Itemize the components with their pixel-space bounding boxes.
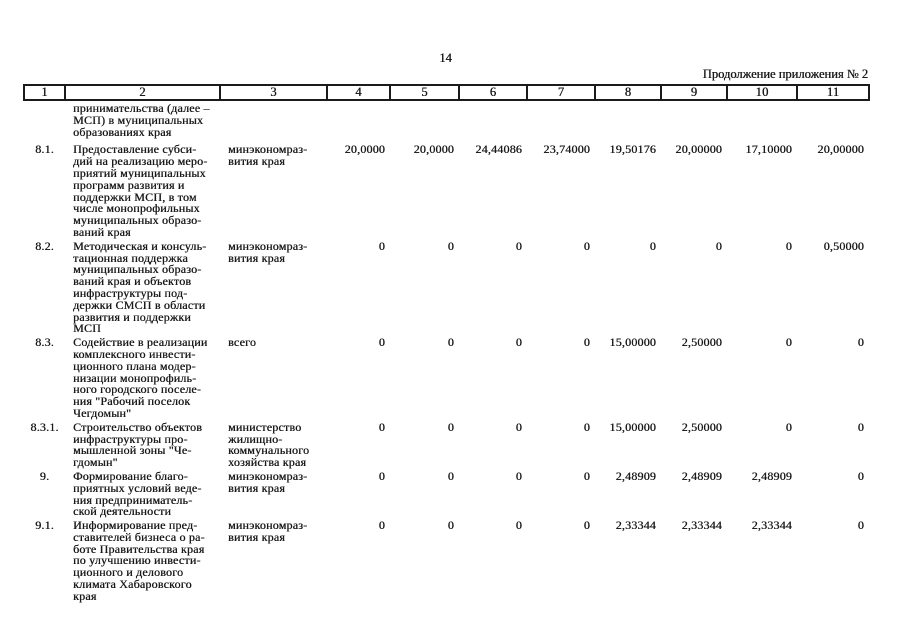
value-cell: 0	[649, 238, 656, 253]
row-executor: минэкономраз- вития края	[228, 142, 308, 169]
row-name: Формирование благо- приятных условий вед…	[73, 468, 202, 519]
value-cell: 15,00000	[609, 419, 656, 434]
value-cell: 0	[447, 335, 454, 350]
carryover-row: принимательства (далее – МСП) в муниципа…	[24, 100, 869, 144]
value-cell: 0	[378, 335, 385, 350]
value-cell: 0	[447, 238, 454, 253]
table-row: 8.1. Предоставление субси- дий на реализ…	[24, 142, 869, 240]
row-executor: всего	[228, 335, 257, 350]
value-cell: 0	[515, 419, 522, 434]
value-cell: 0	[583, 238, 590, 253]
value-cell: 0	[583, 518, 590, 533]
table-header-row: 1 2 3 4 5 6 7 8 9 10 11	[23, 84, 870, 101]
row-name: Предоставление субси- дий на реализацию …	[73, 142, 208, 239]
carryover-empty-executor	[220, 100, 327, 144]
row-name: Содействие в реализации комплексного инв…	[73, 335, 208, 420]
row-number: 9.1.	[35, 518, 54, 533]
value-cell: 0	[583, 468, 590, 483]
value-cell: 0	[785, 335, 792, 350]
table-row: 8.3.1. Строительство объектов инфраструк…	[24, 419, 869, 471]
table-row: 9. Формирование благо- приятных условий …	[24, 468, 869, 520]
value-cell: 2,50000	[681, 335, 722, 350]
value-cell: 0	[378, 468, 385, 483]
value-cell: 17,10000	[745, 142, 792, 157]
value-cell: 0	[583, 419, 590, 434]
value-cell: 20,0000	[413, 142, 454, 157]
value-cell: 20,00000	[817, 142, 864, 157]
header-cell-7: 7	[526, 84, 596, 101]
header-cell-4: 4	[326, 84, 391, 101]
table-row: 8.3. Содействие в реализации комплексног…	[24, 335, 869, 422]
value-cell: 2,48909	[751, 468, 792, 483]
value-cell: 0	[857, 518, 864, 533]
row-executor: министерство жилищно- коммунального хозя…	[228, 419, 310, 470]
value-cell: 0	[515, 518, 522, 533]
value-cell: 0	[785, 238, 792, 253]
value-cell: 0	[378, 419, 385, 434]
table-row: 9.1. Информирование пред- ставителей биз…	[24, 518, 869, 605]
value-cell: 2,33344	[681, 518, 722, 533]
header-cell-3: 3	[219, 84, 328, 101]
row-name: Методическая и консуль- тационная поддер…	[73, 238, 207, 336]
header-cell-6: 6	[458, 84, 528, 101]
value-cell: 15,00000	[609, 335, 656, 350]
header-cell-8: 8	[594, 84, 662, 101]
value-cell: 0	[583, 335, 590, 350]
header-cell-5: 5	[389, 84, 460, 101]
value-cell: 0	[447, 468, 454, 483]
carryover-text: принимательства (далее – МСП) в муниципа…	[73, 101, 210, 139]
value-cell: 0	[857, 419, 864, 434]
header-cell-1: 1	[23, 84, 66, 101]
row-number: 8.3.1.	[30, 419, 59, 434]
page-number: 14	[439, 51, 452, 65]
value-cell: 19,50176	[609, 142, 656, 157]
value-cell: 20,00000	[675, 142, 722, 157]
value-cell: 0	[515, 238, 522, 253]
value-cell: 0,50000	[823, 238, 864, 253]
value-cell: 2,48909	[615, 468, 656, 483]
row-number: 8.1.	[35, 142, 54, 157]
row-name: Информирование пред- ставителей бизнеса …	[73, 518, 205, 603]
row-name: Строительство объектов инфраструктуры пр…	[73, 419, 203, 470]
table-body: принимательства (далее – МСП) в муниципа…	[24, 100, 869, 605]
header-cell-11: 11	[796, 84, 870, 101]
value-cell: 24,44086	[475, 142, 522, 157]
appendix-table: 1 2 3 4 5 6 7 8 9 10 11 принимательства (далее – М…	[23, 84, 870, 605]
value-cell: 0	[515, 335, 522, 350]
value-cell: 2,50000	[681, 419, 722, 434]
row-number: 9.	[39, 468, 50, 483]
table-row: 8.2. Методическая и консуль- тационная п…	[24, 238, 869, 337]
continuation-note: Продолжение приложения № 2	[702, 67, 868, 81]
value-cell: 0	[785, 419, 792, 434]
value-cell: 0	[715, 238, 722, 253]
carryover-empty-values	[327, 100, 869, 144]
value-cell: 20,0000	[344, 142, 385, 157]
row-number: 8.2.	[35, 238, 54, 253]
value-cell: 0	[515, 468, 522, 483]
carryover-empty-number	[24, 100, 65, 144]
value-cell: 23,74000	[543, 142, 590, 157]
row-executor: минэкономраз- вития края	[228, 518, 308, 544]
value-cell: 2,48909	[681, 468, 722, 483]
value-cell: 0	[857, 468, 864, 483]
value-cell: 0	[447, 419, 454, 434]
row-executor: минэкономраз- вития края	[228, 238, 308, 265]
row-number: 8.3.	[35, 335, 54, 350]
value-cell: 2,33344	[615, 518, 656, 533]
value-cell: 0	[378, 238, 385, 253]
header-cell-10: 10	[726, 84, 798, 101]
value-cell: 0	[378, 518, 385, 533]
row-executor: минэкономраз- вития края	[228, 468, 308, 495]
header-cell-2: 2	[64, 84, 221, 101]
value-cell: 2,33344	[751, 518, 792, 533]
header-cell-9: 9	[660, 84, 728, 101]
value-cell: 0	[857, 335, 864, 350]
value-cell: 0	[447, 518, 454, 533]
